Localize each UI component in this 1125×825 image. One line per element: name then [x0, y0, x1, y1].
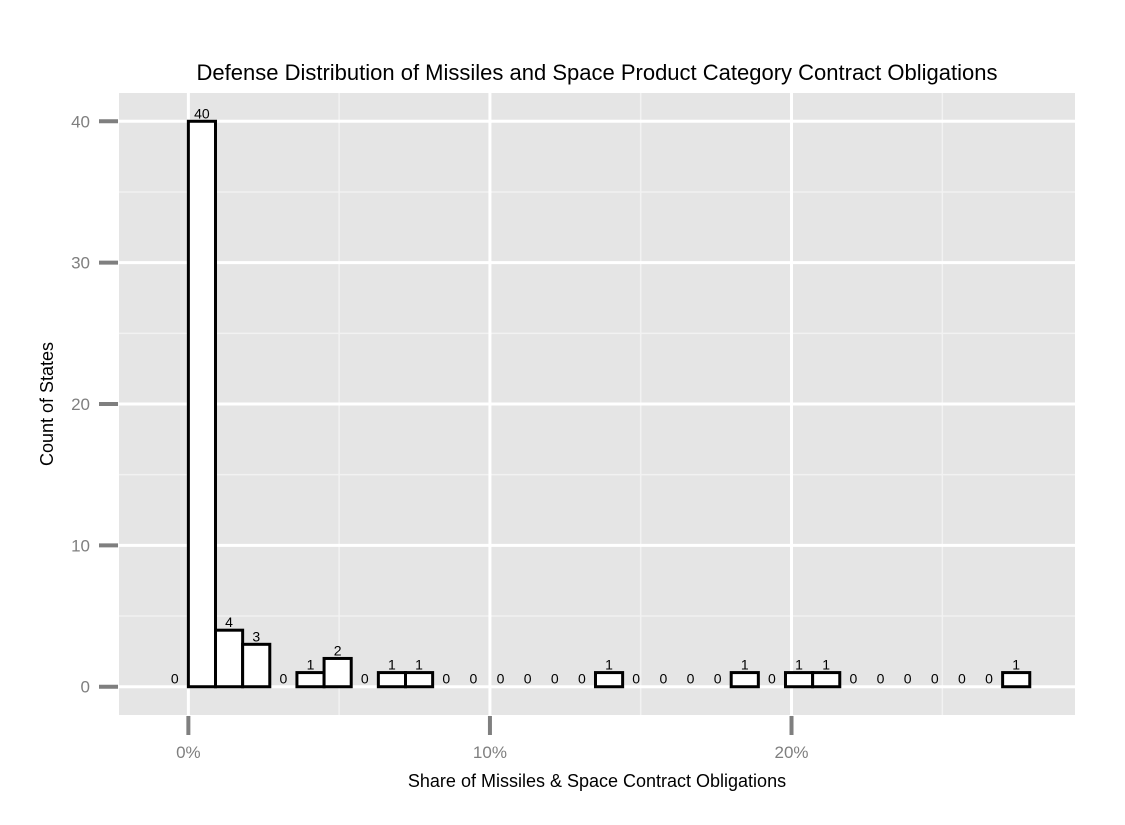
bar	[783, 671, 815, 689]
bar-count-label: 2	[334, 642, 342, 658]
bar	[729, 671, 760, 689]
x-tick-label: 20%	[775, 743, 809, 762]
bar-count-label: 0	[958, 671, 966, 687]
bar	[1001, 671, 1032, 689]
y-tick-label: 20	[71, 395, 90, 414]
bar-count-label: 1	[741, 657, 749, 673]
bar-count-label: 40	[194, 105, 210, 121]
bar-count-label: 0	[551, 671, 559, 687]
y-tick-label: 30	[71, 254, 90, 273]
bar-labels-layer: 0 40 4 3 0 1 2 0 1 1 0 0 0 0 0 0 1 0 0 0 0 1 0 1 1 0 0 0 0 0 0 1	[171, 105, 1020, 686]
bar-count-label: 0	[877, 671, 885, 687]
bar	[376, 671, 407, 689]
bar-count-label: 0	[768, 671, 776, 687]
bar	[241, 642, 272, 689]
bar-count-label: 0	[714, 671, 722, 687]
x-axis: 0% 10% 20%	[176, 716, 809, 762]
bar-count-label: 0	[904, 671, 912, 687]
bar	[403, 671, 435, 689]
bar-count-label: 0	[687, 671, 695, 687]
bar-count-label: 1	[605, 657, 613, 673]
bar-count-label: 1	[388, 657, 396, 673]
bar-count-label: 0	[931, 671, 939, 687]
major-gridlines	[119, 93, 1075, 715]
bar-count-label: 1	[795, 657, 803, 673]
bar-count-label: 1	[1012, 657, 1020, 673]
y-axis: 0 10 20 30 40	[71, 112, 118, 697]
bar-count-label: 1	[415, 657, 423, 673]
y-axis-title: Count of States	[37, 342, 57, 466]
bar-count-label: 0	[279, 671, 287, 687]
y-tick-label: 0	[81, 678, 90, 697]
bar-count-label: 0	[469, 671, 477, 687]
bar-count-label: 3	[252, 628, 260, 644]
bar-count-label: 0	[578, 671, 586, 687]
bar-count-label: 0	[361, 671, 369, 687]
bar	[322, 656, 353, 689]
x-axis-title: Share of Missiles & Space Contract Oblig…	[408, 771, 786, 791]
bar-count-label: 0	[497, 671, 505, 687]
bar	[811, 671, 842, 689]
bar-count-label: 0	[524, 671, 532, 687]
bar	[214, 628, 245, 689]
bar	[186, 119, 218, 689]
bar-count-label: 1	[822, 657, 830, 673]
y-tick-label: 40	[71, 112, 90, 131]
bars-layer	[186, 119, 1032, 689]
bar	[295, 671, 326, 689]
x-tick-label: 0%	[176, 743, 201, 762]
bar-count-label: 0	[442, 671, 450, 687]
bar-count-label: 0	[985, 671, 993, 687]
chart-title: Defense Distribution of Missiles and Spa…	[197, 60, 998, 85]
bar-count-label: 0	[659, 671, 667, 687]
bar-count-label: 1	[307, 657, 315, 673]
x-tick-label: 10%	[473, 743, 507, 762]
y-tick-label: 10	[71, 536, 90, 555]
bar	[593, 671, 625, 689]
bar-count-label: 0	[171, 671, 179, 687]
bar-count-label: 0	[849, 671, 857, 687]
bar-count-label: 0	[632, 671, 640, 687]
bar-count-label: 4	[225, 614, 233, 630]
